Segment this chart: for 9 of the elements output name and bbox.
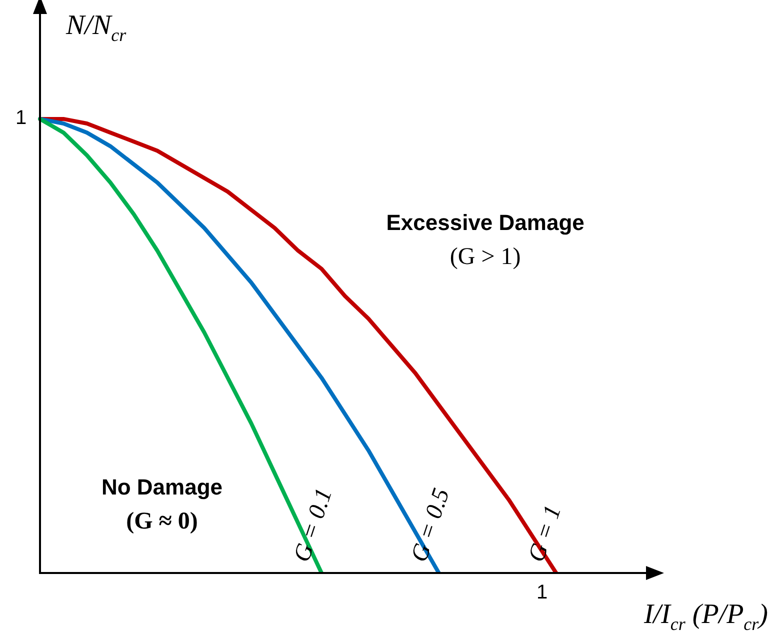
- text: G = 0.1: [289, 485, 338, 566]
- text: G = 1: [524, 502, 567, 566]
- text: 1: [536, 582, 548, 604]
- annotation: No Damage: [101, 474, 223, 500]
- annotation: (G > 1): [450, 244, 521, 270]
- annotation: Excessive Damage: [386, 210, 584, 236]
- text: G = 0.5: [406, 485, 455, 566]
- text: 1: [15, 107, 27, 130]
- annotation: (G ≈ 0): [126, 508, 198, 535]
